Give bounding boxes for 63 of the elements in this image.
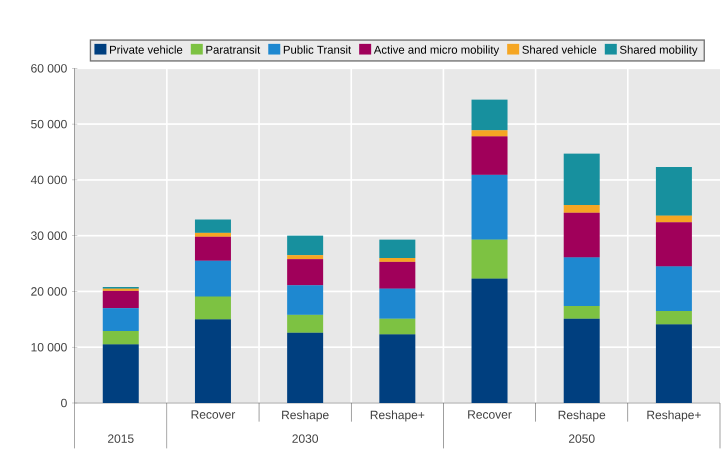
y-tick-label: 40 000 [30,176,67,184]
bar [656,216,692,222]
legend-label: Shared vehicle [522,46,596,54]
text: 2030 [292,434,318,444]
y-tick-label: 10 000 [32,343,67,352]
bar [472,130,508,137]
bar [564,205,600,213]
bar [287,255,324,260]
bar [564,212,600,258]
bar [564,154,600,206]
bar [102,344,139,404]
y-tick-label: 0 [61,398,67,408]
y-tick-label: 60 000 [31,64,67,73]
bar [194,220,231,234]
x-tick-label: Recover [468,410,512,419]
bar [194,296,231,320]
bar [379,334,416,404]
bar [194,320,231,404]
bar [102,308,139,332]
bar [564,306,600,319]
bar [287,332,324,404]
y-tick-label: 20 000 [31,287,67,296]
bar [656,167,692,216]
bar [564,318,600,404]
bar [102,288,139,292]
legend-label: Public Transit [284,46,352,54]
bar [287,259,324,286]
bar [656,266,692,312]
bar [102,331,139,345]
x-tick-label: Reshape [282,410,329,422]
bar [194,233,231,237]
x-tick-label: Reshape [558,410,606,422]
legend-label: Paratransit [206,46,260,54]
bar [102,291,139,308]
bar [287,286,324,316]
y-tick-label: 50 000 [31,120,67,129]
bar [472,100,508,130]
text: 2015 [108,434,134,444]
bar [379,258,416,262]
bar [656,324,692,404]
bar [472,136,508,176]
y-tick-label: 30 000 [31,232,67,240]
legend-label: Private vehicle [110,46,182,54]
legend-label: Active and micro mobility [374,46,500,56]
bar [656,222,692,267]
bar [379,318,416,335]
legend-label: Shared mobility [620,46,698,56]
bar [379,240,416,258]
bar [472,240,508,279]
bar [287,236,324,256]
bar [379,262,416,289]
bar [194,260,231,297]
bar [564,258,600,306]
bar [194,236,231,261]
bar [656,311,692,325]
text: 2050 [568,434,595,444]
x-tick-label: Reshape+ [370,410,424,422]
x-tick-label: Recover [192,410,236,419]
bar [287,315,324,333]
bar [472,278,508,404]
bar [379,288,416,319]
x-tick-label: Reshape+ [647,410,701,422]
bar [472,175,508,240]
